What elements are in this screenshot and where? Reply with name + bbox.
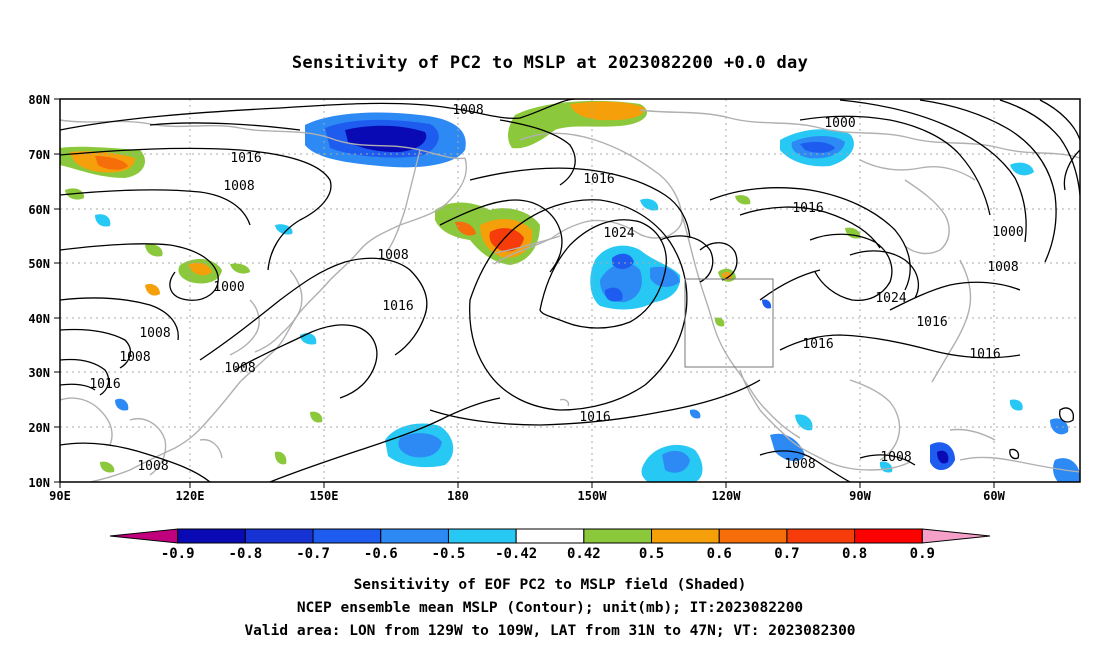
- contour-label: 1008: [137, 459, 168, 474]
- lon-label: 90E: [49, 489, 71, 503]
- colorbar-swatch: [177, 528, 246, 544]
- colorbar-swatch: [854, 528, 923, 544]
- contour-label: 1016: [916, 315, 947, 330]
- contour-label: 1008: [784, 457, 815, 472]
- contour-labels: 1008 1016 1008 1000 1008 1008 1016 1008 …: [89, 103, 1023, 474]
- colorbar-swatch: [515, 528, 585, 544]
- contour-label: 1024: [603, 226, 634, 241]
- lat-label: 10N: [28, 476, 50, 490]
- contour-label: 1008: [139, 326, 170, 341]
- colorbar-tick-label: -0.42: [495, 546, 537, 562]
- colorbar-swatch: [380, 528, 449, 544]
- colorbar-tick-label: -0.7: [296, 546, 330, 562]
- colorbar-swatch: [447, 528, 517, 544]
- colorbar: -0.9 -0.8 -0.7 -0.6 -0.5 -0.42 0.42 0.5 0.6 0.7 0.…: [109, 528, 991, 562]
- lat-label: 70N: [28, 148, 50, 162]
- contour-label: 1008: [119, 350, 150, 365]
- contour-label: 1000: [213, 280, 244, 295]
- lon-label: 180: [447, 489, 469, 503]
- colorbar-swatch: [583, 528, 653, 544]
- lon-label: 150W: [578, 489, 608, 503]
- contour-label: 1008: [223, 179, 254, 194]
- colorbar-swatch: [786, 528, 856, 544]
- lat-label: 80N: [28, 93, 50, 107]
- lon-label: 120E: [176, 489, 205, 503]
- contour-label: 1016: [89, 377, 120, 392]
- lon-label: 90W: [849, 489, 871, 503]
- colorbar-tick-label: -0.5: [432, 546, 466, 562]
- colorbar-tick-label: -0.9: [161, 546, 195, 562]
- colorbar-tick-label: -0.8: [229, 546, 263, 562]
- contour-label: 1008: [987, 260, 1018, 275]
- lon-label: 150E: [310, 489, 339, 503]
- contour-label: 1016: [579, 410, 610, 425]
- colorbar-swatch: [312, 528, 382, 544]
- lon-label: 60W: [983, 489, 1005, 503]
- lat-label: 50N: [28, 257, 50, 271]
- caption-line-2: NCEP ensemble mean MSLP (Contour); unit(…: [297, 600, 803, 616]
- contour-label: 1016: [969, 347, 1000, 362]
- colorbar-tick-label: 0.6: [707, 546, 732, 562]
- lat-label: 30N: [28, 366, 50, 380]
- colorbar-swatch: [718, 528, 788, 544]
- contour-label: 1016: [792, 201, 823, 216]
- coastlines: [60, 109, 1080, 482]
- colorbar-tick-label: -0.6: [364, 546, 398, 562]
- contour-label: 1008: [452, 103, 483, 118]
- caption-line-3: Valid area: LON from 129W to 109W, LAT f…: [244, 623, 855, 639]
- lat-label: 60N: [28, 203, 50, 217]
- contour-label: 1000: [992, 225, 1023, 240]
- figure-title: Sensitivity of PC2 to MSLP at 2023082200…: [292, 53, 808, 73]
- valid-area-box: [684, 278, 774, 368]
- colorbar-swatch: [651, 528, 720, 544]
- contour-label: 1016: [230, 151, 261, 166]
- contour-label: 1016: [382, 299, 413, 314]
- lat-lon-grid: [60, 99, 1080, 482]
- contour-label: 1000: [824, 116, 855, 131]
- colorbar-over-triangle: [921, 528, 991, 544]
- lat-label: 40N: [28, 312, 50, 326]
- contour-label: 1008: [224, 361, 255, 376]
- contour-label: 1016: [583, 172, 614, 187]
- longitude-axis: 90E 120E 150E 180 150W 120W 90W 60W: [49, 482, 1006, 503]
- contour-label: 1016: [802, 337, 833, 352]
- colorbar-under-triangle: [109, 528, 179, 544]
- colorbar-tick-label: 0.42: [567, 546, 601, 562]
- mslp-contours: [60, 99, 1080, 482]
- contour-label: 1024: [875, 291, 906, 306]
- colorbar-swatch: [244, 528, 314, 544]
- lat-label: 20N: [28, 421, 50, 435]
- latitude-axis: 80N 70N 60N 50N 40N 30N 20N 10N: [28, 93, 60, 490]
- colorbar-tick-label: 0.8: [842, 546, 867, 562]
- lon-label: 120W: [712, 489, 742, 503]
- colorbar-tick-label: 0.7: [774, 546, 799, 562]
- caption-line-1: Sensitivity of EOF PC2 to MSLP field (Sh…: [354, 577, 747, 593]
- map-area: [60, 99, 1080, 482]
- map-border: [59, 98, 1081, 483]
- contour-label: 1008: [377, 248, 408, 263]
- contour-label: 1008: [880, 450, 911, 465]
- colorbar-tick-label: 0.5: [639, 546, 664, 562]
- colorbar-tick-label: 0.9: [910, 546, 935, 562]
